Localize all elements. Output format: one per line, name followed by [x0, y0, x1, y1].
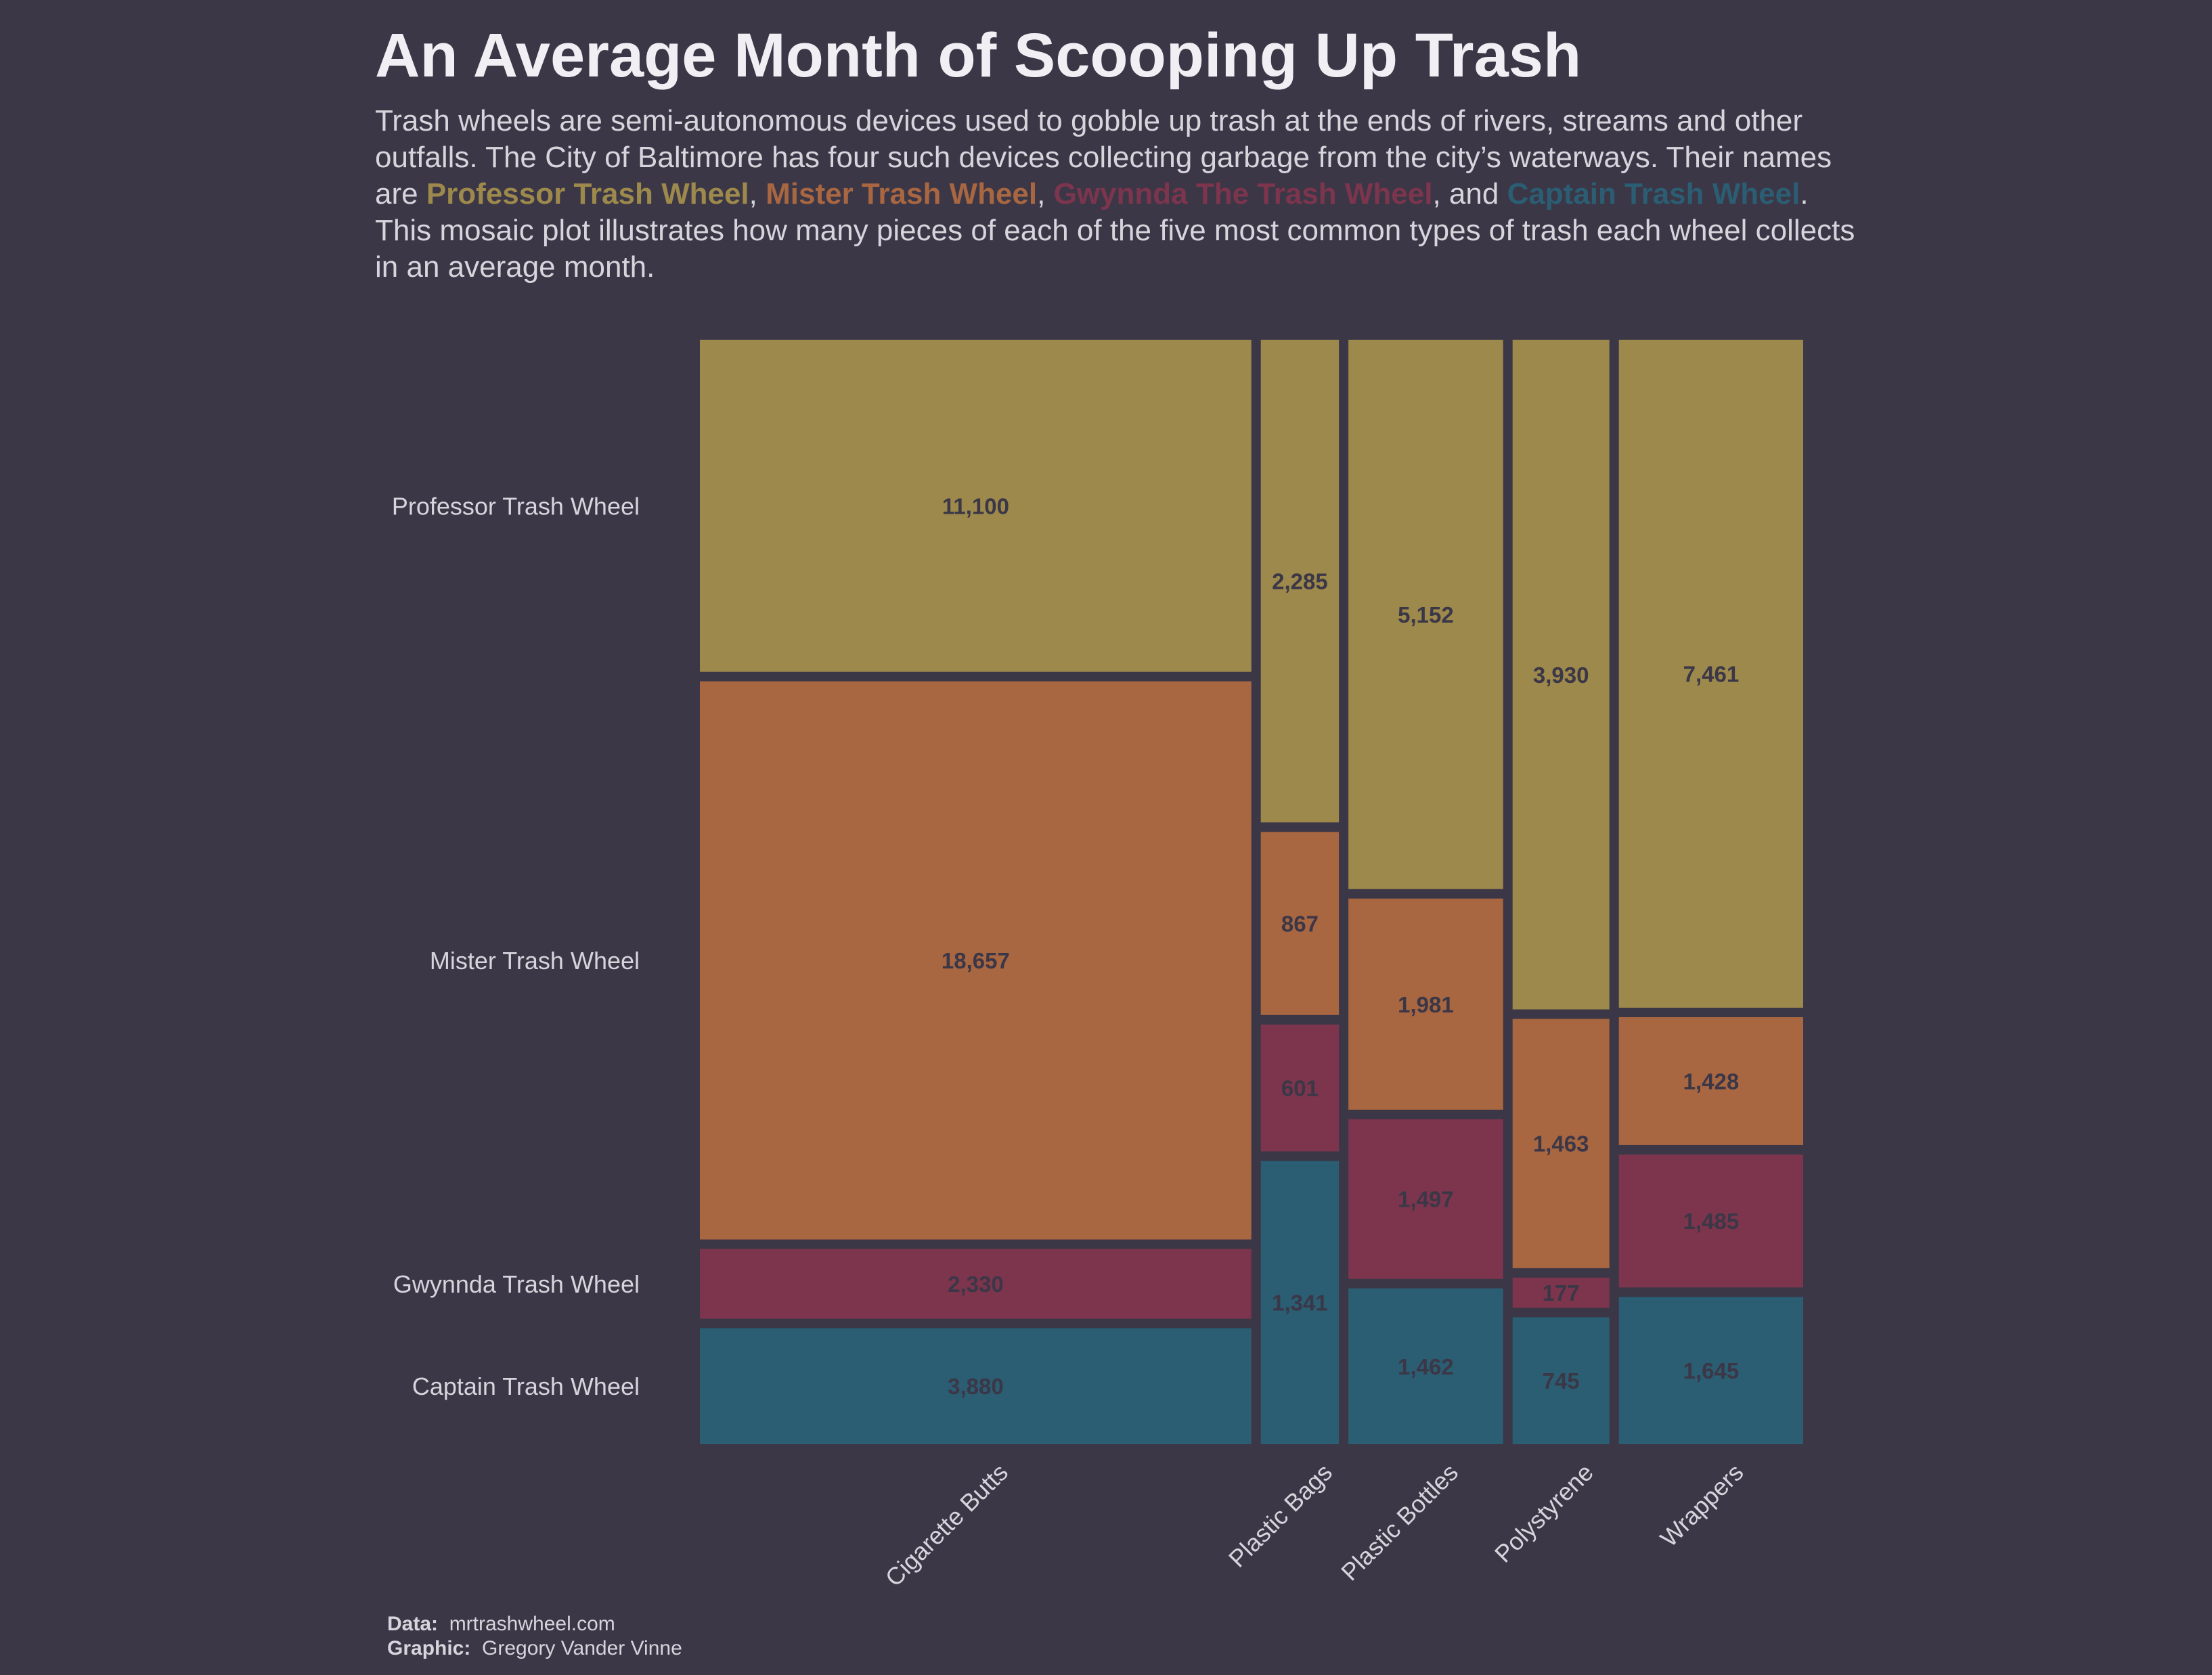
tile-value-label: 177 — [1543, 1280, 1580, 1305]
subtitle-captain-name: Captain Trash Wheel — [1507, 177, 1800, 210]
tile-value-label: 1,981 — [1398, 992, 1454, 1017]
mosaic-tile — [1618, 1154, 1803, 1288]
column-label: Polystyrene — [1489, 1458, 1599, 1568]
tile-value-label: 1,645 — [1683, 1358, 1740, 1383]
tile-value-label: 1,428 — [1683, 1069, 1740, 1094]
tile-value-label: 867 — [1281, 912, 1319, 937]
mosaic-tile — [1618, 340, 1803, 1008]
tile-value-label: 11,100 — [942, 493, 1009, 518]
mosaic-tile — [1512, 1277, 1610, 1308]
caption-graphic-label: Graphic: — [387, 1637, 471, 1659]
tile-value-label: 3,930 — [1533, 663, 1589, 688]
subtitle-separator: , — [749, 177, 766, 210]
tile-value-label: 2,330 — [948, 1272, 1004, 1297]
column-label: Plastic Bags — [1223, 1458, 1337, 1573]
caption: Data: mrtrashwheel.com Graphic: Gregory … — [387, 1612, 682, 1661]
mosaic-tile — [1348, 898, 1503, 1110]
column-label: Wrappers — [1655, 1458, 1749, 1553]
mosaic-tile — [1348, 1119, 1503, 1279]
tile-value-label: 7,461 — [1683, 662, 1740, 687]
mosaic-tile — [1260, 832, 1340, 1015]
subtitle-mister-name: Mister Trash Wheel — [766, 177, 1038, 210]
mosaic-tile — [1348, 340, 1503, 889]
tile-value-label: 601 — [1281, 1076, 1319, 1101]
subtitle-separator: , and — [1432, 177, 1507, 210]
chart-subtitle: Trash wheels are semi-autonomous devices… — [375, 103, 1871, 286]
mosaic-tile — [700, 1328, 1252, 1444]
tile-value-label: 1,485 — [1683, 1209, 1740, 1234]
subtitle-intro: Trash wheels are semi-autonomous devices… — [375, 104, 1832, 210]
caption-data-line: Data: mrtrashwheel.com — [387, 1612, 682, 1636]
subtitle-separator: , — [1037, 177, 1054, 210]
row-label: Professor Trash Wheel — [392, 492, 640, 520]
column-label: Plastic Bottles — [1335, 1458, 1463, 1586]
tile-value-label: 1,463 — [1533, 1132, 1589, 1157]
mosaic-tile — [1618, 1017, 1803, 1145]
tile-value-label: 2,285 — [1272, 569, 1328, 594]
mosaic-tile — [1512, 340, 1610, 1010]
chart-title: An Average Month of Scooping Up Trash — [375, 21, 1582, 90]
subtitle-gwynnda-name: Gwynnda The Trash Wheel — [1053, 177, 1433, 210]
mosaic-tile — [1348, 1288, 1503, 1444]
caption-graphic-author: Gregory Vander Vinne — [482, 1637, 682, 1659]
mosaic-tile — [1260, 1024, 1340, 1152]
mosaic-tile — [1260, 1161, 1340, 1444]
subtitle-outro: . This mosaic plot illustrates how many … — [375, 177, 1855, 284]
tile-value-label: 745 — [1543, 1368, 1580, 1393]
mosaic-tile — [1618, 1297, 1803, 1444]
column-label: Cigarette Butts — [880, 1458, 1013, 1592]
tile-value-label: 1,497 — [1398, 1187, 1454, 1212]
mosaic-tile — [700, 1249, 1252, 1319]
caption-data-label: Data: — [387, 1613, 439, 1635]
subtitle-professor-name: Professor Trash Wheel — [426, 177, 749, 210]
tile-value-label: 18,657 — [942, 948, 1010, 973]
tile-value-label: 3,880 — [948, 1374, 1004, 1399]
row-label: Gwynnda Trash Wheel — [393, 1270, 640, 1298]
caption-graphic-line: Graphic: Gregory Vander Vinne — [387, 1636, 682, 1661]
caption-data-source: mrtrashwheel.com — [449, 1613, 615, 1635]
row-label: Mister Trash Wheel — [430, 947, 640, 975]
mosaic-tile — [700, 340, 1252, 672]
tile-value-label: 1,462 — [1398, 1354, 1454, 1379]
tile-value-label: 5,152 — [1398, 602, 1454, 627]
mosaic-tile — [1512, 1019, 1610, 1268]
tile-value-label: 1,341 — [1272, 1291, 1328, 1316]
mosaic-tile — [1260, 340, 1340, 823]
row-label: Captain Trash Wheel — [412, 1372, 640, 1400]
mosaic-tile — [700, 681, 1252, 1240]
mosaic-tile — [1512, 1317, 1610, 1444]
